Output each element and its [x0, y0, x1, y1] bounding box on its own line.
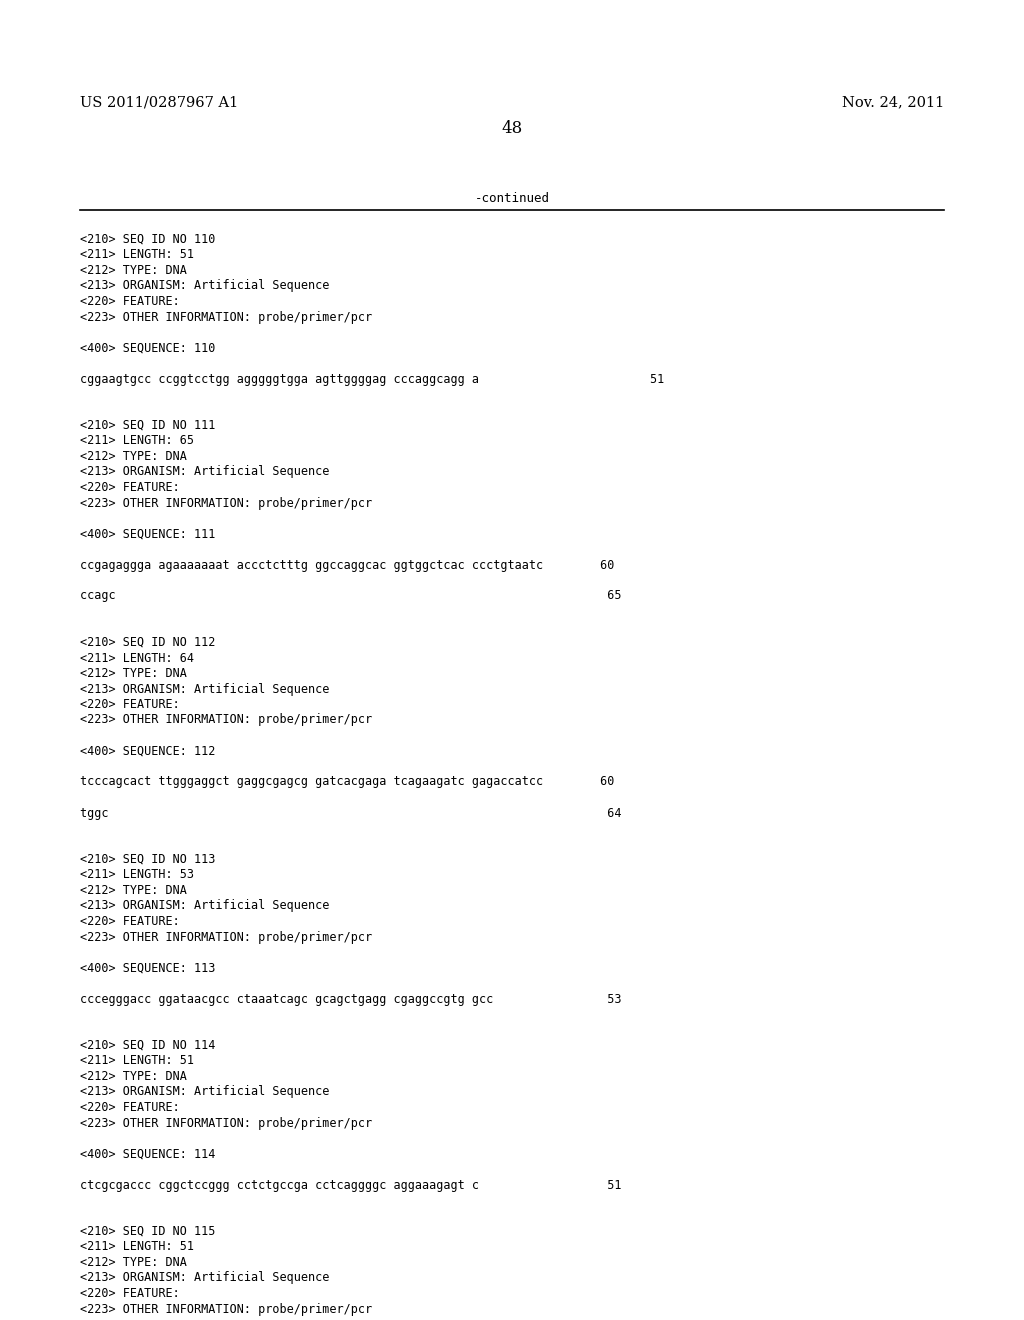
Text: 48: 48 — [502, 120, 522, 137]
Text: <223> OTHER INFORMATION: probe/primer/pcr: <223> OTHER INFORMATION: probe/primer/pc… — [80, 496, 372, 510]
Text: tcccagcact ttgggaggct gaggcgagcg gatcacgaga tcagaagatc gagaccatcc        60: tcccagcact ttgggaggct gaggcgagcg gatcacg… — [80, 776, 614, 788]
Text: <400> SEQUENCE: 113: <400> SEQUENCE: 113 — [80, 961, 215, 974]
Text: <400> SEQUENCE: 110: <400> SEQUENCE: 110 — [80, 342, 215, 355]
Text: <210> SEQ ID NO 115: <210> SEQ ID NO 115 — [80, 1225, 215, 1238]
Text: <220> FEATURE:: <220> FEATURE: — [80, 480, 180, 494]
Text: <212> TYPE: DNA: <212> TYPE: DNA — [80, 264, 186, 277]
Text: <212> TYPE: DNA: <212> TYPE: DNA — [80, 667, 186, 680]
Text: <211> LENGTH: 65: <211> LENGTH: 65 — [80, 434, 194, 447]
Text: Nov. 24, 2011: Nov. 24, 2011 — [842, 95, 944, 110]
Text: cccegggacc ggataacgcc ctaaatcagc gcagctgagg cgaggccgtg gcc                53: cccegggacc ggataacgcc ctaaatcagc gcagctg… — [80, 993, 622, 1006]
Text: <220> FEATURE:: <220> FEATURE: — [80, 1101, 180, 1114]
Text: <400> SEQUENCE: 114: <400> SEQUENCE: 114 — [80, 1147, 215, 1160]
Text: <220> FEATURE:: <220> FEATURE: — [80, 1287, 180, 1300]
Text: US 2011/0287967 A1: US 2011/0287967 A1 — [80, 95, 239, 110]
Text: -continued: -continued — [474, 191, 550, 205]
Text: <220> FEATURE:: <220> FEATURE: — [80, 698, 180, 711]
Text: ctcgcgaccc cggctccggg cctctgccga cctcaggggc aggaaagagt c                  51: ctcgcgaccc cggctccggg cctctgccga cctcagg… — [80, 1179, 622, 1192]
Text: <211> LENGTH: 64: <211> LENGTH: 64 — [80, 652, 194, 664]
Text: <213> ORGANISM: Artificial Sequence: <213> ORGANISM: Artificial Sequence — [80, 280, 330, 293]
Text: <212> TYPE: DNA: <212> TYPE: DNA — [80, 1071, 186, 1082]
Text: <213> ORGANISM: Artificial Sequence: <213> ORGANISM: Artificial Sequence — [80, 682, 330, 696]
Text: <210> SEQ ID NO 111: <210> SEQ ID NO 111 — [80, 418, 215, 432]
Text: ccagc                                                                     65: ccagc 65 — [80, 590, 622, 602]
Text: <210> SEQ ID NO 114: <210> SEQ ID NO 114 — [80, 1039, 215, 1052]
Text: <400> SEQUENCE: 111: <400> SEQUENCE: 111 — [80, 528, 215, 540]
Text: <223> OTHER INFORMATION: probe/primer/pcr: <223> OTHER INFORMATION: probe/primer/pc… — [80, 310, 372, 323]
Text: <223> OTHER INFORMATION: probe/primer/pcr: <223> OTHER INFORMATION: probe/primer/pc… — [80, 1303, 372, 1316]
Text: <213> ORGANISM: Artificial Sequence: <213> ORGANISM: Artificial Sequence — [80, 466, 330, 479]
Text: <223> OTHER INFORMATION: probe/primer/pcr: <223> OTHER INFORMATION: probe/primer/pc… — [80, 714, 372, 726]
Text: cggaagtgcc ccggtcctgg agggggtgga agttggggag cccaggcagg a                        : cggaagtgcc ccggtcctgg agggggtgga agttggg… — [80, 372, 665, 385]
Text: <211> LENGTH: 51: <211> LENGTH: 51 — [80, 248, 194, 261]
Text: <212> TYPE: DNA: <212> TYPE: DNA — [80, 1257, 186, 1269]
Text: ccgagaggga agaaaaaaat accctctttg ggccaggcac ggtggctcac ccctgtaatc        60: ccgagaggga agaaaaaaat accctctttg ggccagg… — [80, 558, 614, 572]
Text: <210> SEQ ID NO 113: <210> SEQ ID NO 113 — [80, 853, 215, 866]
Text: tggc                                                                      64: tggc 64 — [80, 807, 622, 820]
Text: <212> TYPE: DNA: <212> TYPE: DNA — [80, 884, 186, 898]
Text: <212> TYPE: DNA: <212> TYPE: DNA — [80, 450, 186, 463]
Text: <211> LENGTH: 51: <211> LENGTH: 51 — [80, 1241, 194, 1254]
Text: <213> ORGANISM: Artificial Sequence: <213> ORGANISM: Artificial Sequence — [80, 899, 330, 912]
Text: <400> SEQUENCE: 112: <400> SEQUENCE: 112 — [80, 744, 215, 758]
Text: <211> LENGTH: 53: <211> LENGTH: 53 — [80, 869, 194, 882]
Text: <213> ORGANISM: Artificial Sequence: <213> ORGANISM: Artificial Sequence — [80, 1271, 330, 1284]
Text: <210> SEQ ID NO 112: <210> SEQ ID NO 112 — [80, 636, 215, 649]
Text: <213> ORGANISM: Artificial Sequence: <213> ORGANISM: Artificial Sequence — [80, 1085, 330, 1098]
Text: <220> FEATURE:: <220> FEATURE: — [80, 294, 180, 308]
Text: <220> FEATURE:: <220> FEATURE: — [80, 915, 180, 928]
Text: <210> SEQ ID NO 110: <210> SEQ ID NO 110 — [80, 234, 215, 246]
Text: <211> LENGTH: 51: <211> LENGTH: 51 — [80, 1055, 194, 1068]
Text: <223> OTHER INFORMATION: probe/primer/pcr: <223> OTHER INFORMATION: probe/primer/pc… — [80, 1117, 372, 1130]
Text: <223> OTHER INFORMATION: probe/primer/pcr: <223> OTHER INFORMATION: probe/primer/pc… — [80, 931, 372, 944]
